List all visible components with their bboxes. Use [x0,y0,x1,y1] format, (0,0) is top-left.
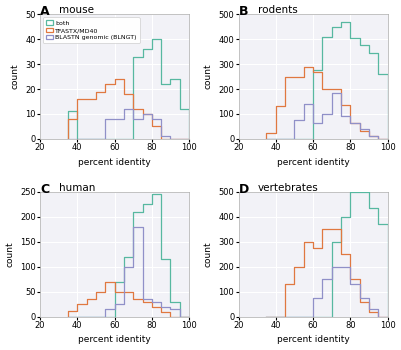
Y-axis label: count: count [204,241,213,267]
X-axis label: percent identity: percent identity [277,335,349,344]
Text: human: human [59,183,96,193]
Text: B: B [239,5,248,19]
Text: C: C [40,183,49,196]
X-axis label: percent identity: percent identity [277,158,349,167]
Y-axis label: count: count [6,241,14,267]
Text: mouse: mouse [59,5,94,15]
X-axis label: percent identity: percent identity [78,335,151,344]
Text: vertebrates: vertebrates [258,183,319,193]
X-axis label: percent identity: percent identity [78,158,151,167]
Legend: both, TFASTX/MD40, BLASTN genomic (BLNGT): both, TFASTX/MD40, BLASTN genomic (BLNGT… [43,17,140,43]
Text: rodents: rodents [258,5,298,15]
Text: D: D [239,183,249,196]
Text: A: A [40,5,50,19]
Y-axis label: count: count [204,64,213,89]
Y-axis label: count: count [11,64,20,89]
